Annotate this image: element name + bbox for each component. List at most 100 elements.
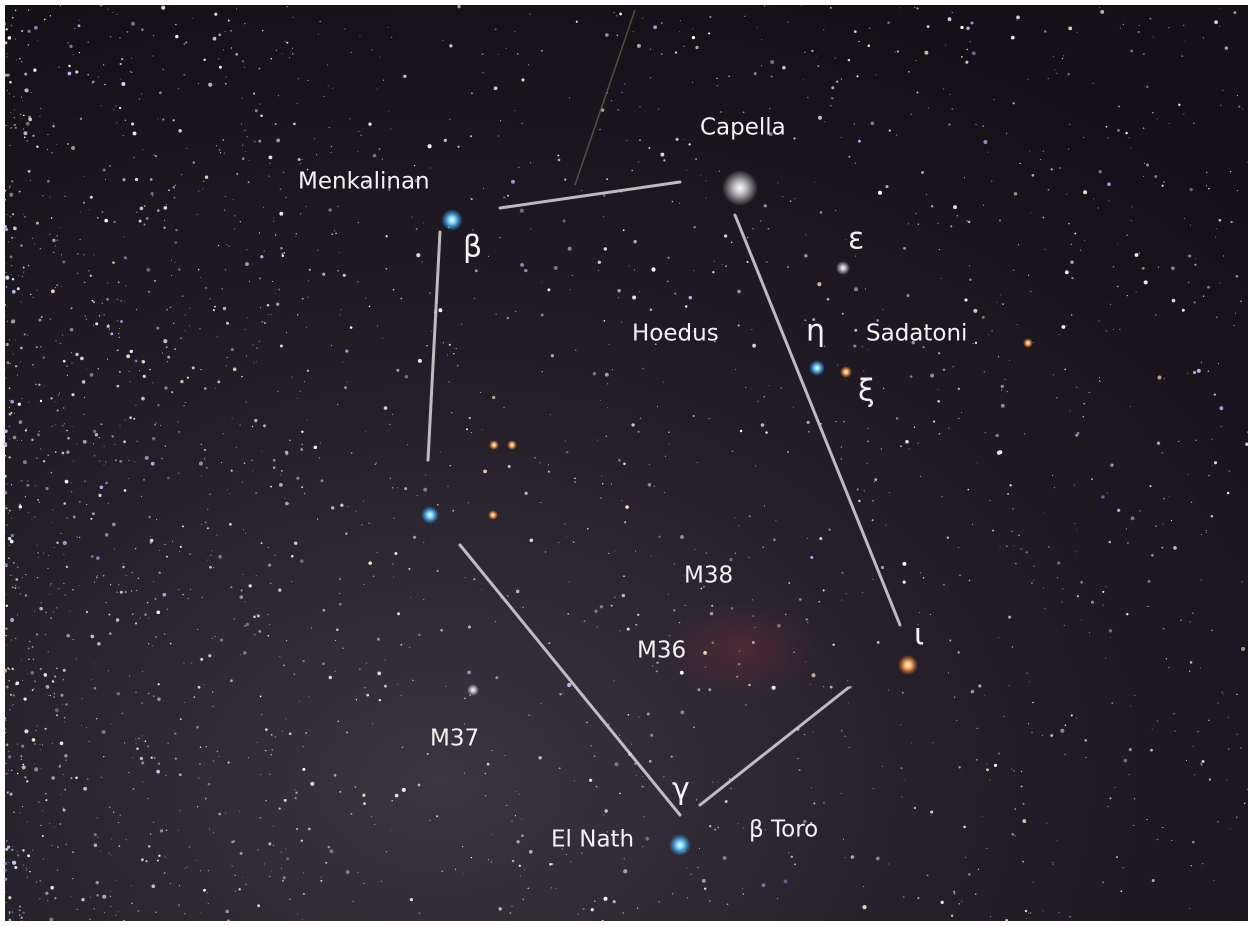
- star: [47, 568, 48, 569]
- star: [738, 324, 740, 326]
- star: [984, 695, 985, 696]
- star: [987, 763, 988, 764]
- star: [418, 359, 422, 363]
- star: [742, 893, 743, 894]
- star: [872, 500, 874, 502]
- star: [307, 420, 308, 421]
- star: [256, 614, 257, 615]
- star: [1112, 464, 1114, 466]
- star: [137, 441, 138, 442]
- star: [52, 845, 53, 846]
- star: [704, 887, 706, 889]
- star: [1013, 270, 1015, 272]
- star: [142, 735, 143, 736]
- star: [6, 361, 9, 364]
- star: [5, 378, 6, 379]
- star: [23, 697, 26, 700]
- star: [308, 696, 309, 697]
- star: [998, 637, 999, 638]
- star: [947, 536, 950, 539]
- star: [191, 663, 192, 664]
- star: [709, 900, 711, 902]
- star: [60, 227, 61, 228]
- star: [111, 838, 112, 839]
- star: [110, 854, 111, 855]
- star: [24, 73, 27, 76]
- star: [1220, 8, 1221, 9]
- star: [37, 40, 38, 41]
- star: [495, 676, 498, 679]
- star: [345, 29, 346, 30]
- star: [1125, 132, 1127, 134]
- star: [90, 373, 94, 377]
- star: [49, 234, 50, 235]
- star: [106, 602, 107, 603]
- star: [291, 555, 294, 558]
- star: [427, 753, 429, 755]
- star: [156, 519, 157, 520]
- star: [256, 575, 257, 576]
- star: [457, 5, 460, 8]
- star: [1120, 28, 1121, 29]
- star: [876, 857, 880, 861]
- star: [8, 755, 11, 758]
- star: [213, 37, 217, 41]
- star: [278, 588, 281, 591]
- star: [919, 612, 920, 613]
- star: [76, 659, 77, 660]
- star: [22, 295, 23, 296]
- star: [216, 750, 218, 752]
- star: [226, 322, 229, 325]
- star: [71, 363, 72, 364]
- star: [993, 99, 994, 100]
- star: [867, 463, 868, 464]
- star: [752, 344, 756, 348]
- star: [28, 170, 31, 173]
- star: [658, 536, 660, 538]
- star: [915, 213, 916, 214]
- star: [23, 129, 24, 130]
- star: [141, 29, 143, 31]
- star: [4, 455, 6, 457]
- star: [911, 743, 912, 744]
- star: [627, 714, 629, 716]
- star: [273, 826, 274, 827]
- star: [1192, 746, 1193, 747]
- star: [206, 746, 207, 747]
- star: [109, 165, 111, 167]
- star: [1157, 839, 1159, 841]
- star: [270, 486, 272, 488]
- star: [711, 605, 713, 607]
- star: [66, 365, 67, 366]
- star: [178, 830, 179, 831]
- star: [47, 454, 49, 456]
- star: [755, 466, 756, 467]
- star: [627, 628, 630, 631]
- star: [47, 180, 50, 183]
- star: [303, 893, 305, 895]
- star: [563, 220, 566, 223]
- star: [185, 402, 186, 403]
- star: [1247, 789, 1248, 790]
- star: [790, 200, 792, 202]
- star: [882, 766, 883, 767]
- star: [177, 421, 178, 422]
- star: [667, 281, 668, 282]
- star: [51, 472, 53, 474]
- star: [272, 281, 273, 282]
- star: [56, 607, 57, 608]
- star: [600, 605, 603, 608]
- star: [123, 135, 124, 136]
- star: [317, 518, 318, 519]
- star: [369, 523, 370, 524]
- star: [104, 446, 105, 447]
- star: [605, 373, 609, 377]
- star: [4, 475, 7, 478]
- star: [5, 23, 6, 24]
- star: [747, 237, 749, 239]
- star: [878, 191, 882, 195]
- star: [886, 185, 889, 188]
- star: [15, 127, 17, 129]
- star: [1052, 864, 1053, 865]
- star: [699, 848, 700, 849]
